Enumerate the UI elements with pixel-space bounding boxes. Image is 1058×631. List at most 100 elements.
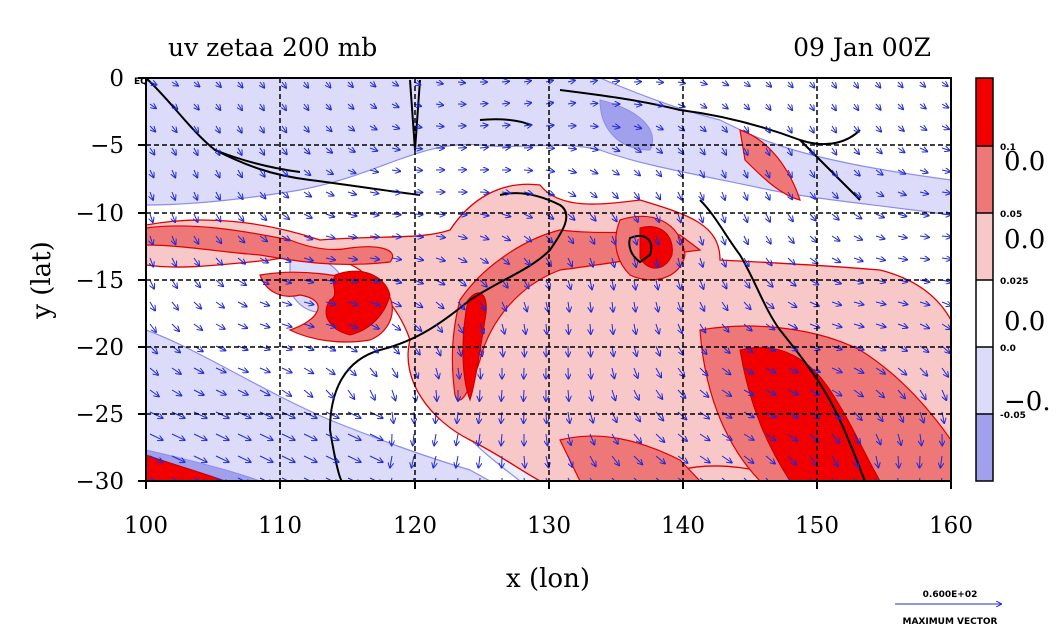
wind-vector	[744, 125, 748, 132]
wind-vector	[678, 279, 681, 289]
wind-vector	[611, 81, 619, 82]
wind-vector	[589, 170, 597, 174]
wind-vector	[391, 345, 399, 354]
wind-vector	[787, 368, 798, 372]
wind-vector	[722, 125, 727, 132]
wind-vector	[215, 345, 225, 351]
wind-vector	[281, 258, 291, 262]
wind-vector	[897, 258, 907, 260]
wind-vector	[875, 236, 885, 239]
wind-vector	[479, 301, 485, 310]
wind-vector	[260, 81, 264, 88]
wind-vector	[721, 323, 729, 332]
wind-vector	[678, 257, 680, 267]
wind-vector	[238, 125, 242, 133]
wind-vector	[699, 367, 708, 376]
wind-vector	[457, 411, 458, 423]
wind-vector	[303, 477, 317, 481]
wind-vector	[369, 104, 376, 108]
wind-vector	[743, 433, 754, 440]
wind-vector	[853, 302, 863, 305]
wind-vector	[194, 103, 199, 110]
wind-vector	[699, 82, 707, 84]
wind-vector	[304, 103, 308, 110]
wind-vector	[589, 477, 593, 481]
wind-vector	[392, 411, 394, 423]
colorbar: 0.1 0.05 0.025 0.0 -0.05 0.0 0.0 0.0 −0.	[975, 77, 1051, 482]
wind-vector	[215, 235, 221, 243]
wind-vector	[282, 125, 286, 132]
wind-vector	[897, 236, 907, 238]
wind-vector	[391, 367, 397, 377]
wind-vector	[853, 433, 860, 444]
wind-vector	[523, 477, 526, 481]
wind-vector	[854, 147, 859, 154]
wind-vector	[501, 279, 508, 288]
wind-vector	[656, 345, 660, 356]
wind-vector	[326, 103, 331, 110]
wind-vector	[766, 103, 771, 110]
wind-vector	[150, 279, 154, 289]
wind-vector	[919, 258, 929, 259]
wind-vector	[435, 126, 444, 127]
wind-vector	[920, 455, 921, 468]
wind-vector	[766, 169, 769, 177]
wind-vector	[523, 214, 532, 218]
wind-vector	[897, 389, 905, 398]
wind-vector	[656, 279, 658, 289]
wind-vector	[941, 148, 950, 150]
wind-vector	[369, 323, 379, 329]
wind-vector	[523, 257, 530, 265]
wind-vector	[765, 367, 776, 373]
wind-vector	[259, 477, 273, 481]
wind-vector	[589, 213, 596, 221]
wind-vector	[369, 192, 378, 194]
wind-vector	[722, 213, 725, 222]
wind-vector	[391, 126, 399, 129]
wind-vector	[678, 235, 680, 245]
wind-vector	[171, 367, 181, 374]
wind-vector	[611, 477, 616, 481]
x-tick-labels: 100 110 120 130 140 150 160	[124, 513, 973, 539]
wind-vector	[589, 81, 597, 83]
wind-vector	[303, 455, 317, 462]
wind-vector	[259, 302, 269, 306]
wind-vector	[325, 192, 334, 196]
wind-vector	[919, 214, 929, 216]
wind-vector	[788, 147, 792, 155]
x-tick-label: 130	[527, 513, 571, 539]
wind-vector	[479, 147, 488, 148]
max-vector-label: MAXIMUM VECTOR	[902, 617, 997, 627]
wind-vector	[390, 455, 392, 468]
wind-vector	[634, 235, 637, 245]
wind-vector	[721, 389, 731, 396]
wind-vector	[611, 126, 620, 127]
wind-vector	[347, 148, 355, 152]
wind-vector	[480, 345, 482, 356]
wind-vector	[391, 82, 398, 86]
y-tick-label: 0	[109, 66, 124, 92]
wind-vector	[435, 301, 444, 308]
wind-vector	[194, 82, 199, 87]
wind-vector	[325, 389, 334, 398]
wind-vector	[787, 235, 794, 243]
wind-vector	[150, 257, 153, 267]
wind-vector	[612, 367, 614, 378]
wind-vector	[347, 126, 354, 131]
wind-vector	[413, 323, 421, 331]
wind-vector	[876, 125, 881, 132]
wind-vector	[502, 323, 505, 334]
wind-vector	[766, 125, 770, 133]
wind-vector	[743, 301, 751, 309]
wind-vector	[853, 367, 863, 373]
wind-vector	[832, 125, 836, 132]
wind-vector	[369, 477, 383, 481]
wind-vector	[634, 301, 636, 312]
wind-vector	[545, 477, 548, 481]
wind-vector	[655, 411, 663, 420]
wind-vector	[237, 477, 251, 481]
colorbar-swatch	[976, 78, 993, 146]
wind-vector	[919, 389, 926, 399]
wind-vector	[390, 477, 393, 481]
wind-vector	[941, 280, 951, 282]
